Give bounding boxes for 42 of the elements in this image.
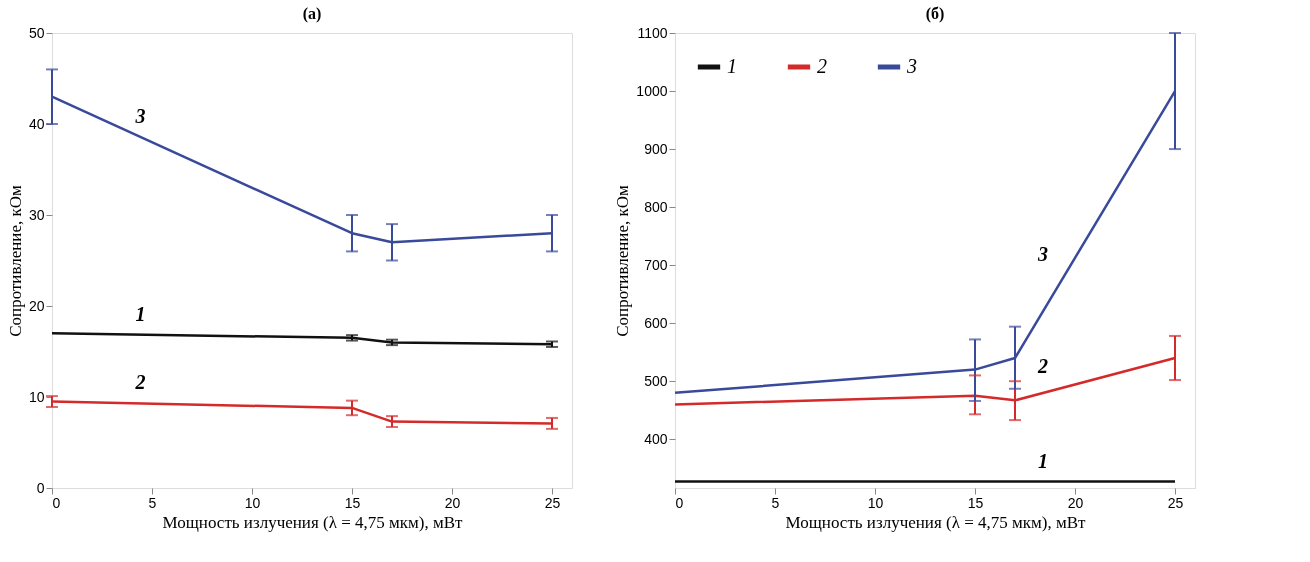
x-tick-label: 5 bbox=[148, 494, 157, 511]
x-tick-label: 10 bbox=[867, 494, 884, 511]
y-tick-label: 30 bbox=[28, 206, 45, 223]
x-tick-label: 20 bbox=[1067, 494, 1084, 511]
x-tick-label: 25 bbox=[544, 494, 561, 511]
series-label: 2 bbox=[134, 371, 146, 394]
y-tick-label: 0 bbox=[36, 479, 45, 496]
y-axis-title: Сопротивление, кОм bbox=[613, 184, 633, 337]
series-label: 3 bbox=[134, 104, 146, 127]
chart-title: (a) bbox=[302, 5, 322, 23]
x-tick-label: 10 bbox=[244, 494, 261, 511]
line-series bbox=[50, 400, 554, 425]
y-tick-label: 1100 bbox=[637, 24, 668, 41]
legend-label: 3 bbox=[906, 55, 917, 77]
y-tick-label: 1000 bbox=[636, 82, 668, 99]
y-tick-label: 40 bbox=[28, 115, 45, 132]
y-tick-label: 10 bbox=[28, 388, 45, 405]
x-axis-title: Мощность излучения (λ = 4,75 мкм), мВт bbox=[785, 512, 1087, 532]
text: 2 bbox=[1038, 355, 1048, 378]
y-tick-label: 600 bbox=[644, 314, 668, 331]
x-tick-label: 25 bbox=[1167, 494, 1184, 511]
legend-label: 2 bbox=[817, 55, 827, 77]
y-tick-label: 800 bbox=[644, 198, 668, 215]
y-axis-title: Сопротивление, кОм bbox=[5, 184, 25, 337]
x-axis-title: Мощность излучения (λ = 4,75 мкм), мВт bbox=[162, 512, 464, 532]
y-tick-label: 500 bbox=[644, 372, 668, 389]
y-tick-label: 700 bbox=[644, 256, 668, 273]
x-tick-label: 5 bbox=[771, 494, 780, 511]
x-tick-label: 0 bbox=[675, 494, 684, 511]
y-tick-label: 50 bbox=[28, 24, 45, 41]
x-tick-label: 15 bbox=[344, 494, 361, 511]
x-tick-label: 15 bbox=[967, 494, 984, 511]
chart-title: (б) bbox=[925, 5, 945, 23]
y-tick-label: 20 bbox=[28, 297, 45, 314]
y-tick-label: 900 bbox=[644, 140, 668, 157]
text: 3 bbox=[1038, 242, 1048, 265]
x-tick-label: 0 bbox=[52, 494, 61, 511]
x-tick-label: 20 bbox=[444, 494, 461, 511]
series-label: 1 bbox=[135, 302, 146, 325]
legend-label: 1 bbox=[727, 55, 737, 77]
y-tick-label: 400 bbox=[644, 430, 668, 447]
text: 1 bbox=[1038, 449, 1048, 472]
